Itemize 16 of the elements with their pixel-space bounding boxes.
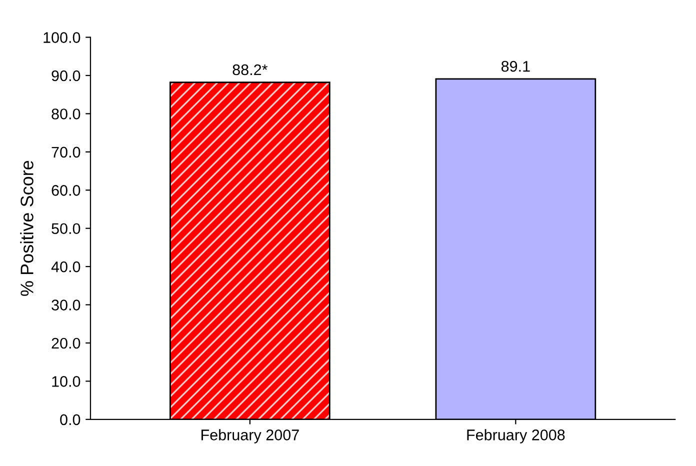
data-label: 89.1	[501, 60, 530, 72]
y-axis-title: % Positive Score	[20, 160, 34, 296]
y-tick-label: 10.0	[52, 376, 80, 387]
y-tick-label: 40.0	[51, 261, 80, 272]
x-tick-label: February 2008	[467, 429, 565, 444]
y-tick-label: 30.0	[52, 300, 80, 310]
y-tick-label: 0.0	[60, 414, 80, 426]
y-tick-label: 50.0	[52, 223, 80, 234]
y-tick-label: 20.0	[52, 338, 80, 349]
data-label: 88.2*	[232, 64, 268, 76]
x-tick-label: February 2007	[202, 429, 299, 444]
y-tick-label: 80.0	[52, 108, 80, 120]
y-tick-label: 90.0	[52, 70, 80, 82]
y-tick-label: 70.0	[52, 146, 80, 158]
y-tick-label: 60.0	[52, 184, 80, 196]
y-tick-label: 100.0	[44, 32, 80, 43]
